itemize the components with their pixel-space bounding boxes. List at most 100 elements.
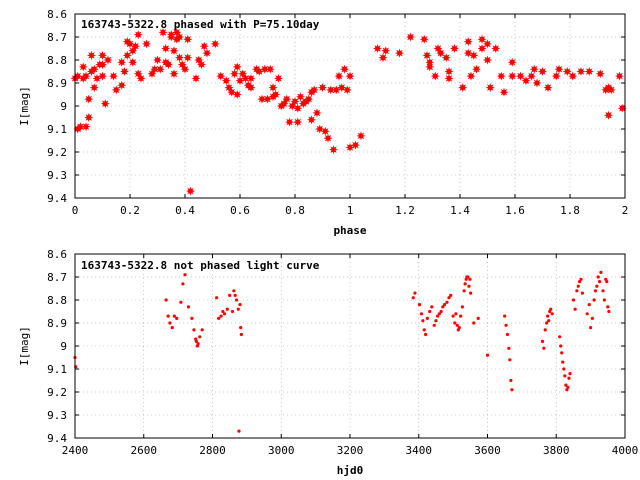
y-tick-label: 8.7	[47, 31, 67, 44]
data-point	[554, 64, 564, 74]
data-point	[111, 85, 121, 95]
x-tick-label: 1.4	[450, 204, 470, 217]
unphased-light-curve-panel: 2400 2600 2800 3000 3200 3400 3600 3800 4000 8.6 8…	[18, 248, 638, 477]
y-tick-label: 8.6	[47, 248, 67, 261]
data-point	[472, 321, 476, 325]
data-point	[617, 103, 627, 113]
y-tick-label: 9	[60, 340, 67, 353]
data-point	[483, 39, 492, 49]
data-point	[510, 388, 514, 392]
data-point	[529, 64, 539, 74]
data-point	[472, 64, 481, 74]
data-point	[268, 83, 278, 93]
data-point	[540, 339, 545, 343]
data-point	[466, 71, 476, 81]
data-point	[164, 298, 168, 302]
phased-light-curve-panel: 0 0.2 0.4 0.6 0.8 1 1.2 1.4 1.6 1.8 2 8.6 8.7 8.8 8.9 9…	[18, 8, 628, 237]
data-point	[191, 73, 201, 83]
data-point	[331, 85, 341, 95]
data-point	[356, 131, 366, 141]
data-point	[550, 312, 554, 316]
data-points	[73, 270, 611, 433]
data-point	[168, 321, 172, 325]
data-point	[221, 76, 231, 86]
y-tick-label: 9.3	[47, 409, 67, 422]
data-point	[466, 275, 470, 279]
data-point	[217, 316, 221, 320]
data-point	[89, 83, 99, 93]
data-point	[593, 289, 598, 293]
data-point	[337, 83, 347, 93]
data-point	[81, 71, 91, 81]
data-point	[200, 328, 204, 332]
data-point	[233, 293, 237, 297]
data-point	[307, 115, 316, 125]
data-point	[175, 53, 184, 63]
data-point	[158, 27, 168, 37]
data-point	[558, 335, 562, 339]
data-point	[605, 280, 609, 284]
data-point	[463, 48, 473, 58]
data-point	[425, 316, 429, 320]
data-point	[128, 57, 138, 67]
data-point	[109, 71, 118, 81]
data-point	[507, 57, 517, 67]
data-point	[296, 92, 305, 102]
data-point	[169, 46, 179, 56]
data-point	[164, 60, 173, 70]
y-tick-label: 9.3	[47, 169, 67, 182]
data-point	[543, 83, 553, 93]
data-point	[563, 374, 567, 378]
data-point	[230, 309, 235, 314]
plot-frame	[74, 253, 626, 439]
data-point	[287, 101, 297, 111]
data-point	[508, 358, 512, 362]
data-point	[340, 64, 349, 74]
y-axis-label: I[mag]	[18, 86, 31, 126]
data-point	[485, 83, 495, 93]
data-point	[505, 332, 510, 337]
data-point	[221, 309, 225, 314]
x-axis-label: phase	[333, 224, 366, 237]
data-point	[117, 80, 127, 90]
data-points	[70, 27, 627, 196]
x-tick-label: 0.6	[230, 204, 250, 217]
data-point	[78, 62, 88, 72]
x-tick-label: 4000	[612, 444, 639, 457]
data-point	[228, 293, 232, 297]
data-point	[125, 39, 135, 49]
data-point	[238, 303, 242, 307]
data-point	[202, 48, 212, 58]
data-point	[595, 69, 605, 79]
data-point	[304, 94, 314, 104]
data-point	[560, 351, 564, 355]
x-tick-label: 1.6	[505, 204, 525, 217]
data-point	[607, 309, 611, 314]
data-point	[491, 44, 501, 53]
data-point	[547, 319, 551, 323]
data-point	[257, 94, 267, 104]
x-tick-label: 3200	[337, 444, 364, 457]
data-point	[73, 71, 83, 81]
data-point	[117, 57, 127, 67]
data-point	[538, 67, 547, 76]
chart-title: 163743-5322.8 phased with P=75.10day	[81, 18, 320, 31]
data-point	[568, 372, 572, 376]
data-point	[274, 73, 283, 83]
data-point	[551, 71, 561, 81]
data-point	[166, 314, 170, 318]
data-point	[225, 307, 229, 311]
data-point	[441, 53, 451, 63]
data-point	[196, 342, 200, 346]
data-point	[271, 90, 281, 99]
data-point	[133, 69, 143, 79]
data-point	[342, 85, 352, 95]
data-point	[172, 314, 176, 318]
data-point	[516, 71, 525, 81]
data-point	[329, 145, 338, 155]
data-point	[323, 133, 333, 143]
data-point	[457, 326, 461, 330]
data-point	[576, 284, 580, 288]
data-point	[153, 55, 162, 65]
data-point	[98, 71, 107, 81]
